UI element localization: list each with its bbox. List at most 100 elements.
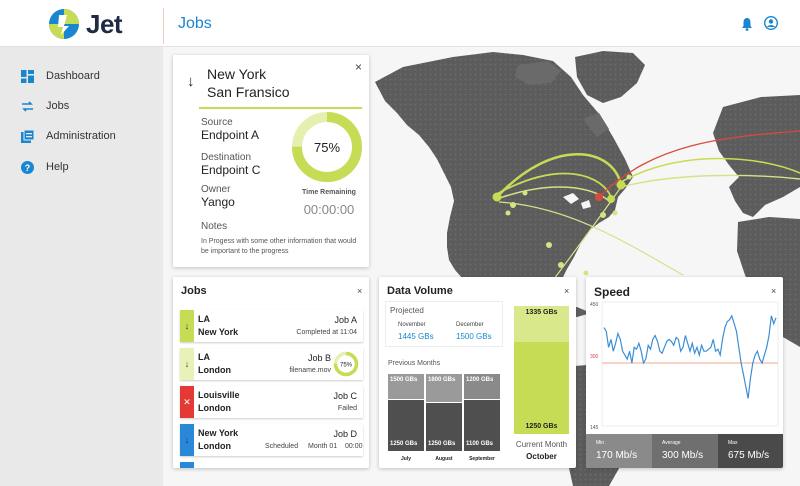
job-to: London: [198, 403, 231, 413]
speed-card: Speed × 450 300 145 Min 170 Mb/s Average…: [586, 277, 783, 468]
bar-top-segment: 1600 GBs: [426, 374, 462, 402]
job-row[interactable]: ✕ Louisville London Job C Failed: [180, 386, 363, 418]
time-remaining-value: 00:00:00: [303, 202, 355, 217]
stat-value: 675 Mb/s: [728, 450, 770, 461]
current-month-bar: [514, 306, 569, 434]
owner-value: Yango: [201, 195, 235, 209]
jobs-card: Jobs × ↓ LA New York Job A Completed at …: [173, 277, 369, 468]
job-detail-card: ↓ New York San Fransico × Source Endpoin…: [173, 55, 369, 267]
current-month-label: Current Month: [515, 440, 568, 449]
job-status: Failed: [337, 405, 357, 412]
bar-bottom-value: 1250 GBs: [428, 441, 456, 447]
projected-label: Projected: [390, 306, 424, 315]
header-divider: [163, 8, 164, 44]
sidebar-item-administration[interactable]: Administration: [0, 125, 163, 149]
bar-month-label: July: [400, 456, 411, 462]
sidebar: Dashboard Jobs Administration ? Help: [0, 47, 163, 486]
down-arrow-icon: ↓: [180, 424, 194, 456]
projected-value: 1445 GBs: [398, 332, 434, 341]
bar-top-value: 1600 GBs: [428, 377, 456, 383]
data-volume-title: Data Volume: [387, 285, 453, 297]
job-progress-ring: 75%: [333, 351, 359, 377]
destination-value: Endpoint C: [201, 163, 261, 177]
destination-label: Destination: [201, 152, 252, 163]
bell-icon[interactable]: [741, 17, 753, 31]
sidebar-item-help[interactable]: ? Help: [0, 156, 163, 180]
job-status: filename.mov: [289, 367, 331, 374]
job-progress-percent: 75%: [340, 363, 353, 369]
user-icon[interactable]: [764, 16, 778, 30]
bar-bottom-segment: 1250 GBs: [388, 400, 424, 451]
job-from: New York: [198, 428, 239, 438]
speed-chart: 450 300 145: [590, 301, 779, 431]
bar-bottom-value: 1100 GBs: [466, 441, 494, 447]
bar-bottom-segment: 1250 GBs: [426, 403, 462, 451]
job-schedule: Scheduled: [265, 443, 299, 450]
sidebar-item-dashboard[interactable]: Dashboard: [0, 65, 163, 89]
bar-month-label: September: [469, 456, 495, 462]
close-icon[interactable]: ×: [564, 286, 570, 296]
source-label: Source: [201, 117, 233, 128]
svg-text:?: ?: [25, 163, 31, 173]
close-icon[interactable]: ×: [355, 60, 363, 74]
stat-value: 170 Mb/s: [596, 450, 638, 461]
close-icon[interactable]: ×: [357, 286, 363, 296]
job-name: Job D: [333, 429, 357, 439]
job-from: Louisville: [198, 390, 240, 400]
stat-value: 300 Mb/s: [662, 450, 704, 461]
stat-label: Max: [728, 440, 738, 446]
stat-label: Min: [596, 440, 605, 446]
current-month-name: October: [526, 452, 557, 461]
stat-label: Average: [662, 440, 681, 446]
job-name: Job B: [307, 353, 331, 363]
time-remaining-label: Time Remaining: [302, 189, 356, 196]
top-bar: Jet Jobs: [0, 0, 800, 47]
source-value: Endpoint A: [201, 128, 260, 142]
projected-month: November: [398, 322, 426, 328]
job-time: 00:00: [345, 443, 363, 450]
close-icon[interactable]: ×: [771, 286, 777, 296]
owner-label: Owner: [201, 184, 231, 195]
notes-text: In Progess with some other information t…: [201, 238, 357, 255]
y-axis-top: 450: [590, 302, 599, 308]
bar-bottom-segment: 1100 GBs: [464, 400, 500, 451]
bar-top-segment: 1500 GBs: [388, 374, 424, 399]
down-arrow-icon: ↓: [187, 73, 195, 90]
bar-month-label: August: [435, 456, 453, 462]
notes-label: Notes: [201, 221, 228, 232]
job-row[interactable]: ↓ LA New York Job A Completed at 11:04: [180, 310, 363, 342]
job-row[interactable]: ↓ New York London Job D Scheduled Month …: [180, 424, 363, 456]
average-stat: Average 300 Mb/s: [652, 434, 718, 468]
job-name: Job C: [333, 391, 357, 401]
y-axis-mid: 300: [590, 354, 599, 360]
detail-divider: [199, 107, 362, 109]
job-status: Completed at 11:04: [296, 329, 357, 336]
progress-ring: 75%: [292, 112, 362, 182]
sidebar-item-label: Jobs: [46, 100, 70, 112]
bar-bottom-value: 1250 GBs: [390, 441, 418, 447]
sidebar-item-label: Dashboard: [46, 70, 100, 82]
down-arrow-icon: ↓: [180, 348, 194, 380]
data-volume-card: Data Volume × Projected November 1445 GB…: [379, 277, 576, 468]
page-title: Jobs: [178, 15, 212, 32]
sidebar-item-jobs[interactable]: Jobs: [0, 95, 163, 119]
current-top-value: 1335 GBs: [525, 309, 558, 316]
projected-month: December: [456, 322, 484, 328]
job-progress-fill: [333, 351, 359, 377]
job-row[interactable]: ↓ LA London Job B filename.mov 75%: [180, 348, 363, 380]
admin-icon: [21, 130, 34, 143]
progress-percent: 75%: [314, 140, 340, 155]
job-from: LA: [198, 314, 210, 324]
max-stat: Max 675 Mb/s: [718, 434, 783, 468]
jet-logo-icon: [49, 9, 79, 39]
jobs-card-title: Jobs: [181, 285, 207, 297]
dashboard-icon: [21, 70, 34, 83]
current-bottom-value: 1250 GBs: [525, 423, 558, 430]
bar-top-segment: 1200 GBs: [464, 374, 500, 399]
job-month: Month 01: [308, 443, 338, 450]
down-arrow-icon: ↓: [180, 310, 194, 342]
progress-ring-fill: [292, 112, 362, 182]
job-to: London: [198, 365, 231, 375]
sidebar-item-label: Help: [46, 161, 69, 173]
transfer-icon: [22, 101, 33, 112]
